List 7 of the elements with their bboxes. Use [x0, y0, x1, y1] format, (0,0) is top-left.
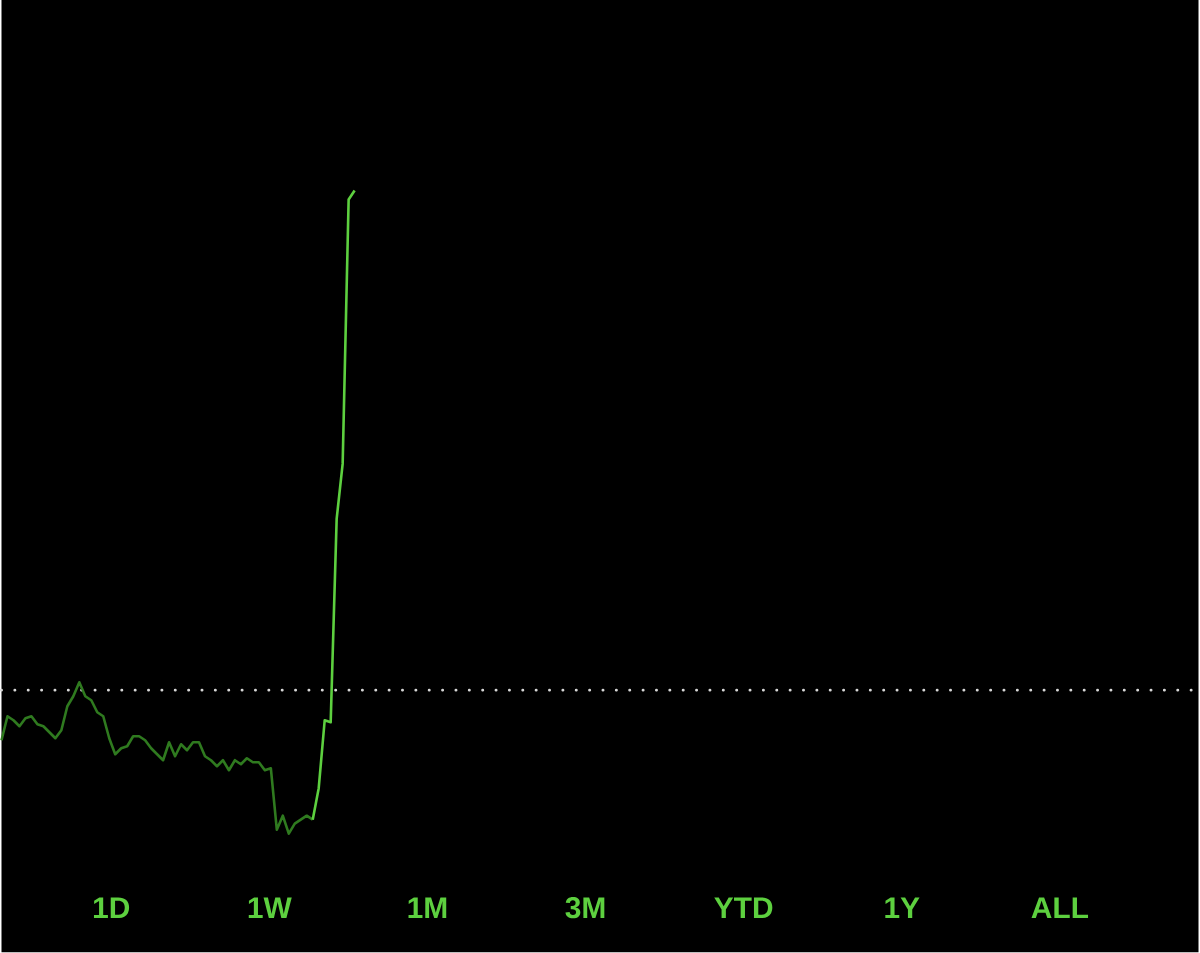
text: ALL [1031, 897, 1089, 919]
text: 1Y [885, 897, 920, 919]
text: 1W [248, 897, 292, 919]
text: YTD [714, 897, 773, 919]
text: 1D [93, 897, 130, 919]
text: 1M [408, 897, 447, 919]
text: 3M [565, 897, 605, 919]
